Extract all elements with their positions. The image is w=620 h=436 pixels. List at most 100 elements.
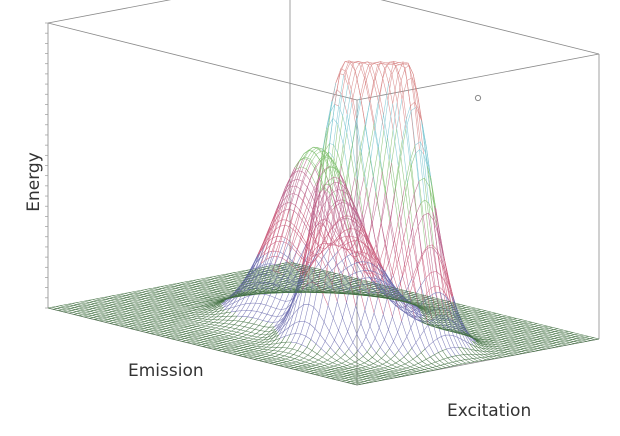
mesh-line-excitation [112, 295, 232, 316]
mesh-line-excitation [88, 300, 280, 341]
mesh-line-emission [325, 193, 331, 228]
mesh-line-excitation [96, 298, 277, 335]
mesh-line-emission [392, 101, 398, 130]
mesh-line-excitation [451, 356, 463, 365]
mesh-line-excitation [421, 312, 535, 352]
mesh-line-excitation [344, 223, 382, 266]
mesh-line-excitation [353, 206, 365, 270]
mesh-line-emission [248, 336, 286, 359]
mesh-line-excitation [317, 150, 323, 183]
mesh-line-excitation [375, 191, 382, 223]
mesh-line-emission [311, 155, 340, 176]
mesh-line-excitation [301, 254, 338, 302]
mesh-line-excitation [277, 264, 587, 342]
mesh-line-excitation [390, 188, 396, 219]
mesh-line-excitation [306, 208, 323, 244]
mesh-line-excitation [392, 129, 399, 166]
mesh-line-emission [223, 329, 276, 352]
mesh-line-excitation [293, 201, 309, 245]
mesh-line-emission [341, 260, 371, 295]
mesh-line-excitation [267, 204, 284, 253]
mesh-line-excitation [362, 214, 374, 274]
mesh-line-excitation [289, 261, 600, 340]
mesh-line-emission [387, 230, 400, 298]
mesh-line-emission [408, 215, 414, 243]
mesh-line-excitation [267, 244, 294, 289]
mesh-line-emission [348, 293, 370, 350]
mesh-line-excitation [335, 260, 347, 303]
mesh-line-excitation [316, 185, 338, 241]
mesh-line-emission [181, 316, 243, 342]
mesh-line-excitation [329, 185, 346, 237]
mesh-line-excitation [311, 253, 353, 288]
mesh-line-excitation [319, 215, 382, 268]
frame-edge [380, 0, 600, 55]
mesh-line-excitation [353, 177, 365, 221]
mesh-line-excitation [366, 351, 414, 375]
mesh-line-excitation [476, 343, 503, 358]
mesh-line-excitation [334, 209, 346, 260]
mesh-line-excitation [435, 316, 452, 357]
mesh-line-emission [429, 186, 434, 221]
mesh-line-excitation [100, 297, 276, 332]
mesh-line-excitation [140, 290, 229, 305]
mesh-line-emission [355, 125, 361, 152]
mesh-line-excitation [346, 102, 353, 133]
mesh-line-emission [418, 181, 424, 216]
mesh-line-excitation [433, 248, 440, 287]
frame-edge [47, 22, 358, 101]
mesh-line-emission [394, 239, 407, 291]
mesh-line-excitation [336, 202, 363, 225]
mesh-line-excitation [438, 352, 454, 366]
mesh-line-emission [156, 309, 225, 336]
mesh-line-excitation [437, 254, 449, 318]
mesh-line-excitation [371, 171, 383, 225]
mesh-line-emission [278, 278, 300, 335]
mesh-line-excitation [136, 290, 225, 306]
mesh-line-emission [337, 94, 343, 125]
mesh-line-emission [357, 152, 362, 180]
mesh-line-excitation [320, 157, 342, 176]
mesh-line-excitation [277, 303, 345, 355]
mesh-line-excitation [108, 296, 238, 318]
mesh-line-excitation [364, 100, 371, 126]
mesh-line-excitation [472, 340, 499, 359]
mesh-line-excitation [132, 291, 226, 307]
mesh-line-excitation [396, 99, 403, 129]
mesh-line-emission [283, 169, 297, 211]
mesh-line-excitation [458, 347, 475, 363]
mesh-line-excitation [421, 120, 432, 186]
mesh-line-emission [320, 281, 342, 349]
mesh-line-excitation [385, 273, 422, 323]
mesh-line-excitation [428, 202, 435, 249]
mesh-line-emission [376, 191, 386, 250]
mesh-line-excitation [430, 175, 436, 209]
mesh-line-emission [288, 166, 302, 210]
mesh-line-emission [462, 325, 548, 339]
excitation-axis-label: Excitation [447, 401, 531, 421]
energy-axis-label: Energy [24, 152, 44, 212]
mesh-line-excitation [310, 205, 337, 251]
mesh-line-emission [403, 153, 416, 206]
mesh-line-excitation [357, 238, 374, 281]
mesh-line-excitation [337, 301, 364, 357]
mesh-line-excitation [417, 306, 547, 350]
mesh-line-emission [385, 243, 398, 289]
mesh-line-excitation [388, 160, 400, 231]
mesh-line-excitation [420, 352, 442, 369]
mesh-line-excitation [128, 292, 222, 309]
mesh-line-excitation [346, 302, 368, 353]
mesh-line-excitation [447, 317, 459, 348]
mesh-line-excitation [432, 211, 439, 255]
mesh-line-emission [320, 187, 326, 223]
mesh-line-excitation [402, 226, 419, 277]
mesh-line-excitation [51, 306, 362, 385]
mesh-line-excitation [374, 130, 381, 161]
surface-mesh [47, 60, 600, 386]
mesh-line-excitation [391, 128, 397, 163]
mesh-line-emission [338, 143, 344, 177]
mesh-line-emission [334, 104, 339, 107]
mesh-line-emission [350, 61, 384, 116]
mesh-line-excitation [156, 287, 240, 301]
mesh-line-excitation [341, 132, 348, 167]
